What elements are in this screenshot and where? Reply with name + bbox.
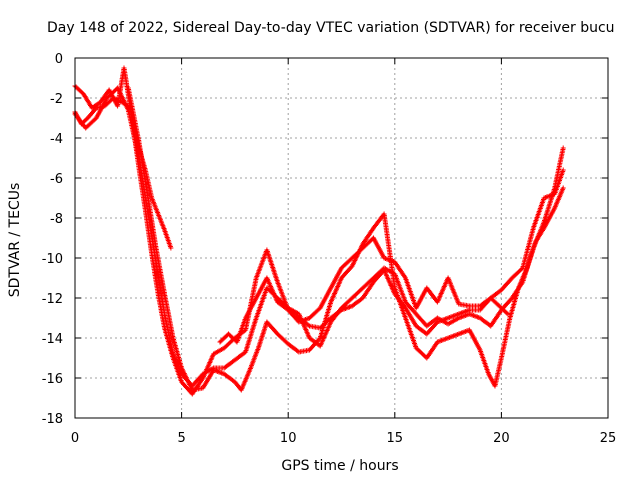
y-tick-label: -16 [42, 372, 63, 387]
x-tick-label: 0 [71, 431, 79, 446]
data-point [504, 310, 510, 316]
data-point [560, 145, 566, 151]
y-tick-label: -8 [50, 212, 63, 227]
axis-ticks: 0 5 10 15 20 25 -18 -16 -14 -12 -10 -8 -6 -4 -2 0 [42, 52, 617, 446]
data-series [72, 65, 566, 397]
data-point [168, 245, 174, 251]
x-tick-label: 10 [280, 431, 297, 446]
series-track-4 [125, 85, 566, 393]
x-tick-label: 25 [600, 431, 617, 446]
grid-lines [75, 58, 608, 418]
y-tick-label: -18 [42, 412, 63, 427]
y-tick-label: -10 [42, 252, 63, 267]
data-point [505, 311, 511, 317]
chart-title: Day 148 of 2022, Sidereal Day-to-day VTE… [47, 20, 615, 36]
plot-frame [74, 57, 609, 419]
y-tick-label: -6 [50, 172, 63, 187]
y-axis-title: SDTVAR / TECUs [7, 183, 23, 298]
x-tick-label: 15 [387, 431, 404, 446]
y-tick-label: -4 [50, 132, 63, 147]
x-tick-label: 5 [177, 431, 185, 446]
series-track-5 [217, 267, 511, 345]
x-axis-title: GPS time / hours [281, 458, 398, 474]
data-point [560, 185, 566, 191]
x-tick-label: 20 [493, 431, 510, 446]
data-point [560, 167, 566, 173]
y-tick-label: 0 [55, 52, 63, 67]
data-point [316, 336, 322, 342]
y-tick-label: -12 [42, 292, 63, 307]
y-tick-label: -2 [50, 92, 63, 107]
y-tick-label: -14 [42, 332, 63, 347]
